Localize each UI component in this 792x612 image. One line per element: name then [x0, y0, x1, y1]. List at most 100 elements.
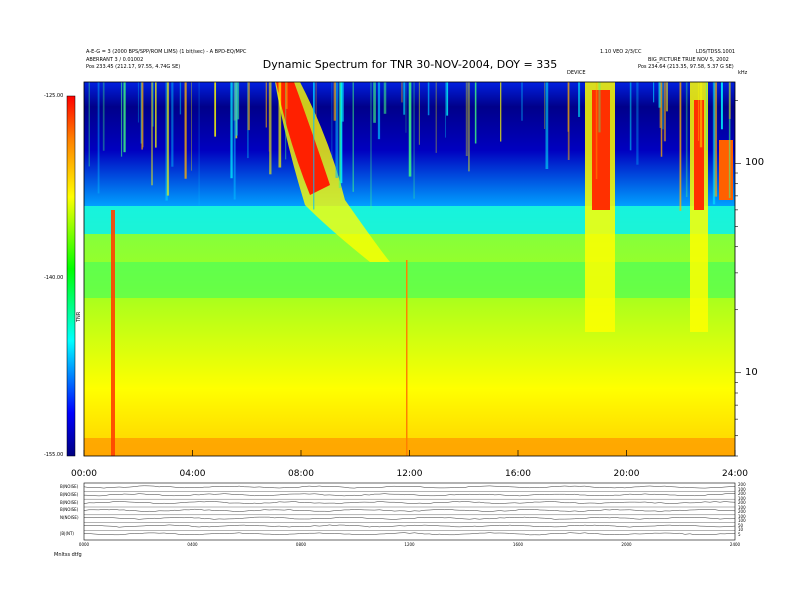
interference-streak [712, 82, 716, 205]
interference-streak [595, 82, 598, 180]
lower-x-tick-label: 0800 [295, 542, 307, 547]
x-tick-label: 24:00 [722, 469, 748, 479]
header-right-line1b: LDS/TDSS.1001 [696, 49, 736, 55]
interference-streak [166, 82, 170, 196]
colorbar-top-label: -125.00 [44, 93, 64, 99]
lower-right-label: 100 [738, 504, 746, 510]
green-band [84, 262, 735, 298]
spike-line-2 [406, 260, 408, 456]
lower-right-label: 200 [738, 482, 746, 487]
lower-x-tick-label: 2000 [621, 542, 632, 547]
interference-streak [265, 82, 267, 128]
lower-right-label: 200 [738, 491, 746, 496]
colorbar [66, 95, 76, 457]
x-tick-label: 12:00 [396, 469, 423, 479]
lower-right-label: 100 [738, 513, 746, 519]
lower-x-tick-label: 0000 [78, 542, 90, 547]
x-tick-label: 08:00 [288, 469, 314, 479]
interference-streak [102, 82, 105, 151]
lower-right-label: 200 [738, 500, 746, 505]
lower-right-label: 200 [738, 509, 746, 514]
interference-streak [445, 82, 446, 138]
interference-streak [230, 82, 233, 179]
x-tick-label: 16:00 [505, 469, 531, 479]
interference-streak [233, 82, 236, 200]
header-right-line1a: 1.10 VEO 2/3/CC [600, 49, 642, 55]
interference-streak [714, 82, 718, 197]
interference-streak [137, 82, 139, 123]
interference-streak [340, 82, 343, 184]
enhanced-band-1-core [592, 90, 610, 210]
interference-streak [331, 82, 333, 160]
lower-channel-label: N(NOISE) [60, 515, 79, 521]
chart-title: Dynamic Spectrum for TNR 30-NOV-2004, DO… [262, 58, 558, 71]
lower-panel-trace [83, 508, 736, 512]
lower-channel-label: B(NOISE) [60, 507, 79, 513]
lower-right-label: 5 [738, 531, 741, 537]
unit-label: kHz [738, 70, 748, 76]
interference-streak [427, 82, 430, 116]
colorbar-bottom-label: -155.00 [44, 452, 64, 458]
interference-streak [140, 82, 142, 144]
interference-streak [269, 82, 272, 175]
lower-channel-label: B(NOISE) [60, 491, 79, 497]
lower-panel-trace [83, 493, 735, 497]
interference-streak [142, 82, 144, 148]
cyan-band [84, 206, 735, 234]
interference-streak [720, 82, 723, 130]
spectrogram-heatmap [84, 82, 735, 456]
interference-streak [697, 82, 699, 141]
interference-streak [278, 82, 282, 168]
header-right-line2: BIG_PICTURE TRUE NOV 5, 2002 [648, 57, 729, 63]
interference-streak [165, 82, 168, 201]
lower-x-tick-label: 0400 [187, 542, 198, 547]
lower-channel-label: B(NOISE) [60, 484, 79, 489]
interference-streak [383, 82, 387, 114]
header-left-line2: ABERRANT 3 / 0.01002 [86, 57, 144, 63]
interference-streak [370, 82, 372, 210]
interference-streak [333, 82, 336, 121]
header-right-line3: Pos 234.64 (213.35, 97.58, 5.37 G SE) [638, 64, 734, 70]
interference-streaks [88, 82, 731, 211]
interference-streak [214, 82, 217, 137]
interference-streak [97, 82, 100, 194]
interference-streak [728, 82, 731, 119]
interference-streak [285, 82, 287, 160]
interference-streak [184, 82, 187, 179]
enhanced-band-2-core [694, 100, 704, 210]
interference-streak [405, 82, 407, 133]
interference-streak [335, 82, 339, 178]
interference-streak [123, 82, 126, 153]
interference-streak [247, 82, 250, 131]
interference-streak [315, 82, 317, 135]
lower-panel-traces [83, 485, 736, 536]
interference-streak [141, 82, 143, 150]
spike-line-1 [111, 210, 115, 456]
interference-streak [338, 82, 342, 189]
lower-panel-frame [83, 482, 736, 541]
interference-streak [408, 82, 412, 177]
header-left-line1: A-E-G = 3 (2000 BPS/SPP/ROM LIMS) (1 bit… [86, 49, 247, 55]
lower-x-tick-label: 1600 [512, 542, 524, 547]
interference-streak [446, 82, 449, 116]
interference-streak [285, 82, 288, 109]
interference-streak [699, 82, 703, 148]
interference-streak [237, 82, 240, 120]
interference-streak [663, 82, 666, 142]
drifting-radio-burst [276, 82, 330, 195]
interference-streak [154, 82, 157, 148]
interference-streak [435, 82, 437, 153]
interference-streak [474, 82, 477, 144]
interference-streak [352, 82, 354, 192]
interference-streak [88, 82, 90, 167]
bottom-orange-band [84, 438, 735, 456]
interference-streak [629, 82, 632, 151]
interference-streak [465, 82, 468, 157]
lower-right-label: 50 [738, 522, 744, 528]
interference-streak [567, 82, 570, 160]
interference-streak [401, 82, 403, 103]
lower-panel-trace [83, 501, 736, 504]
lower-right-label: 10 [738, 527, 744, 532]
interference-streak [403, 82, 406, 115]
interference-streak [544, 82, 546, 129]
